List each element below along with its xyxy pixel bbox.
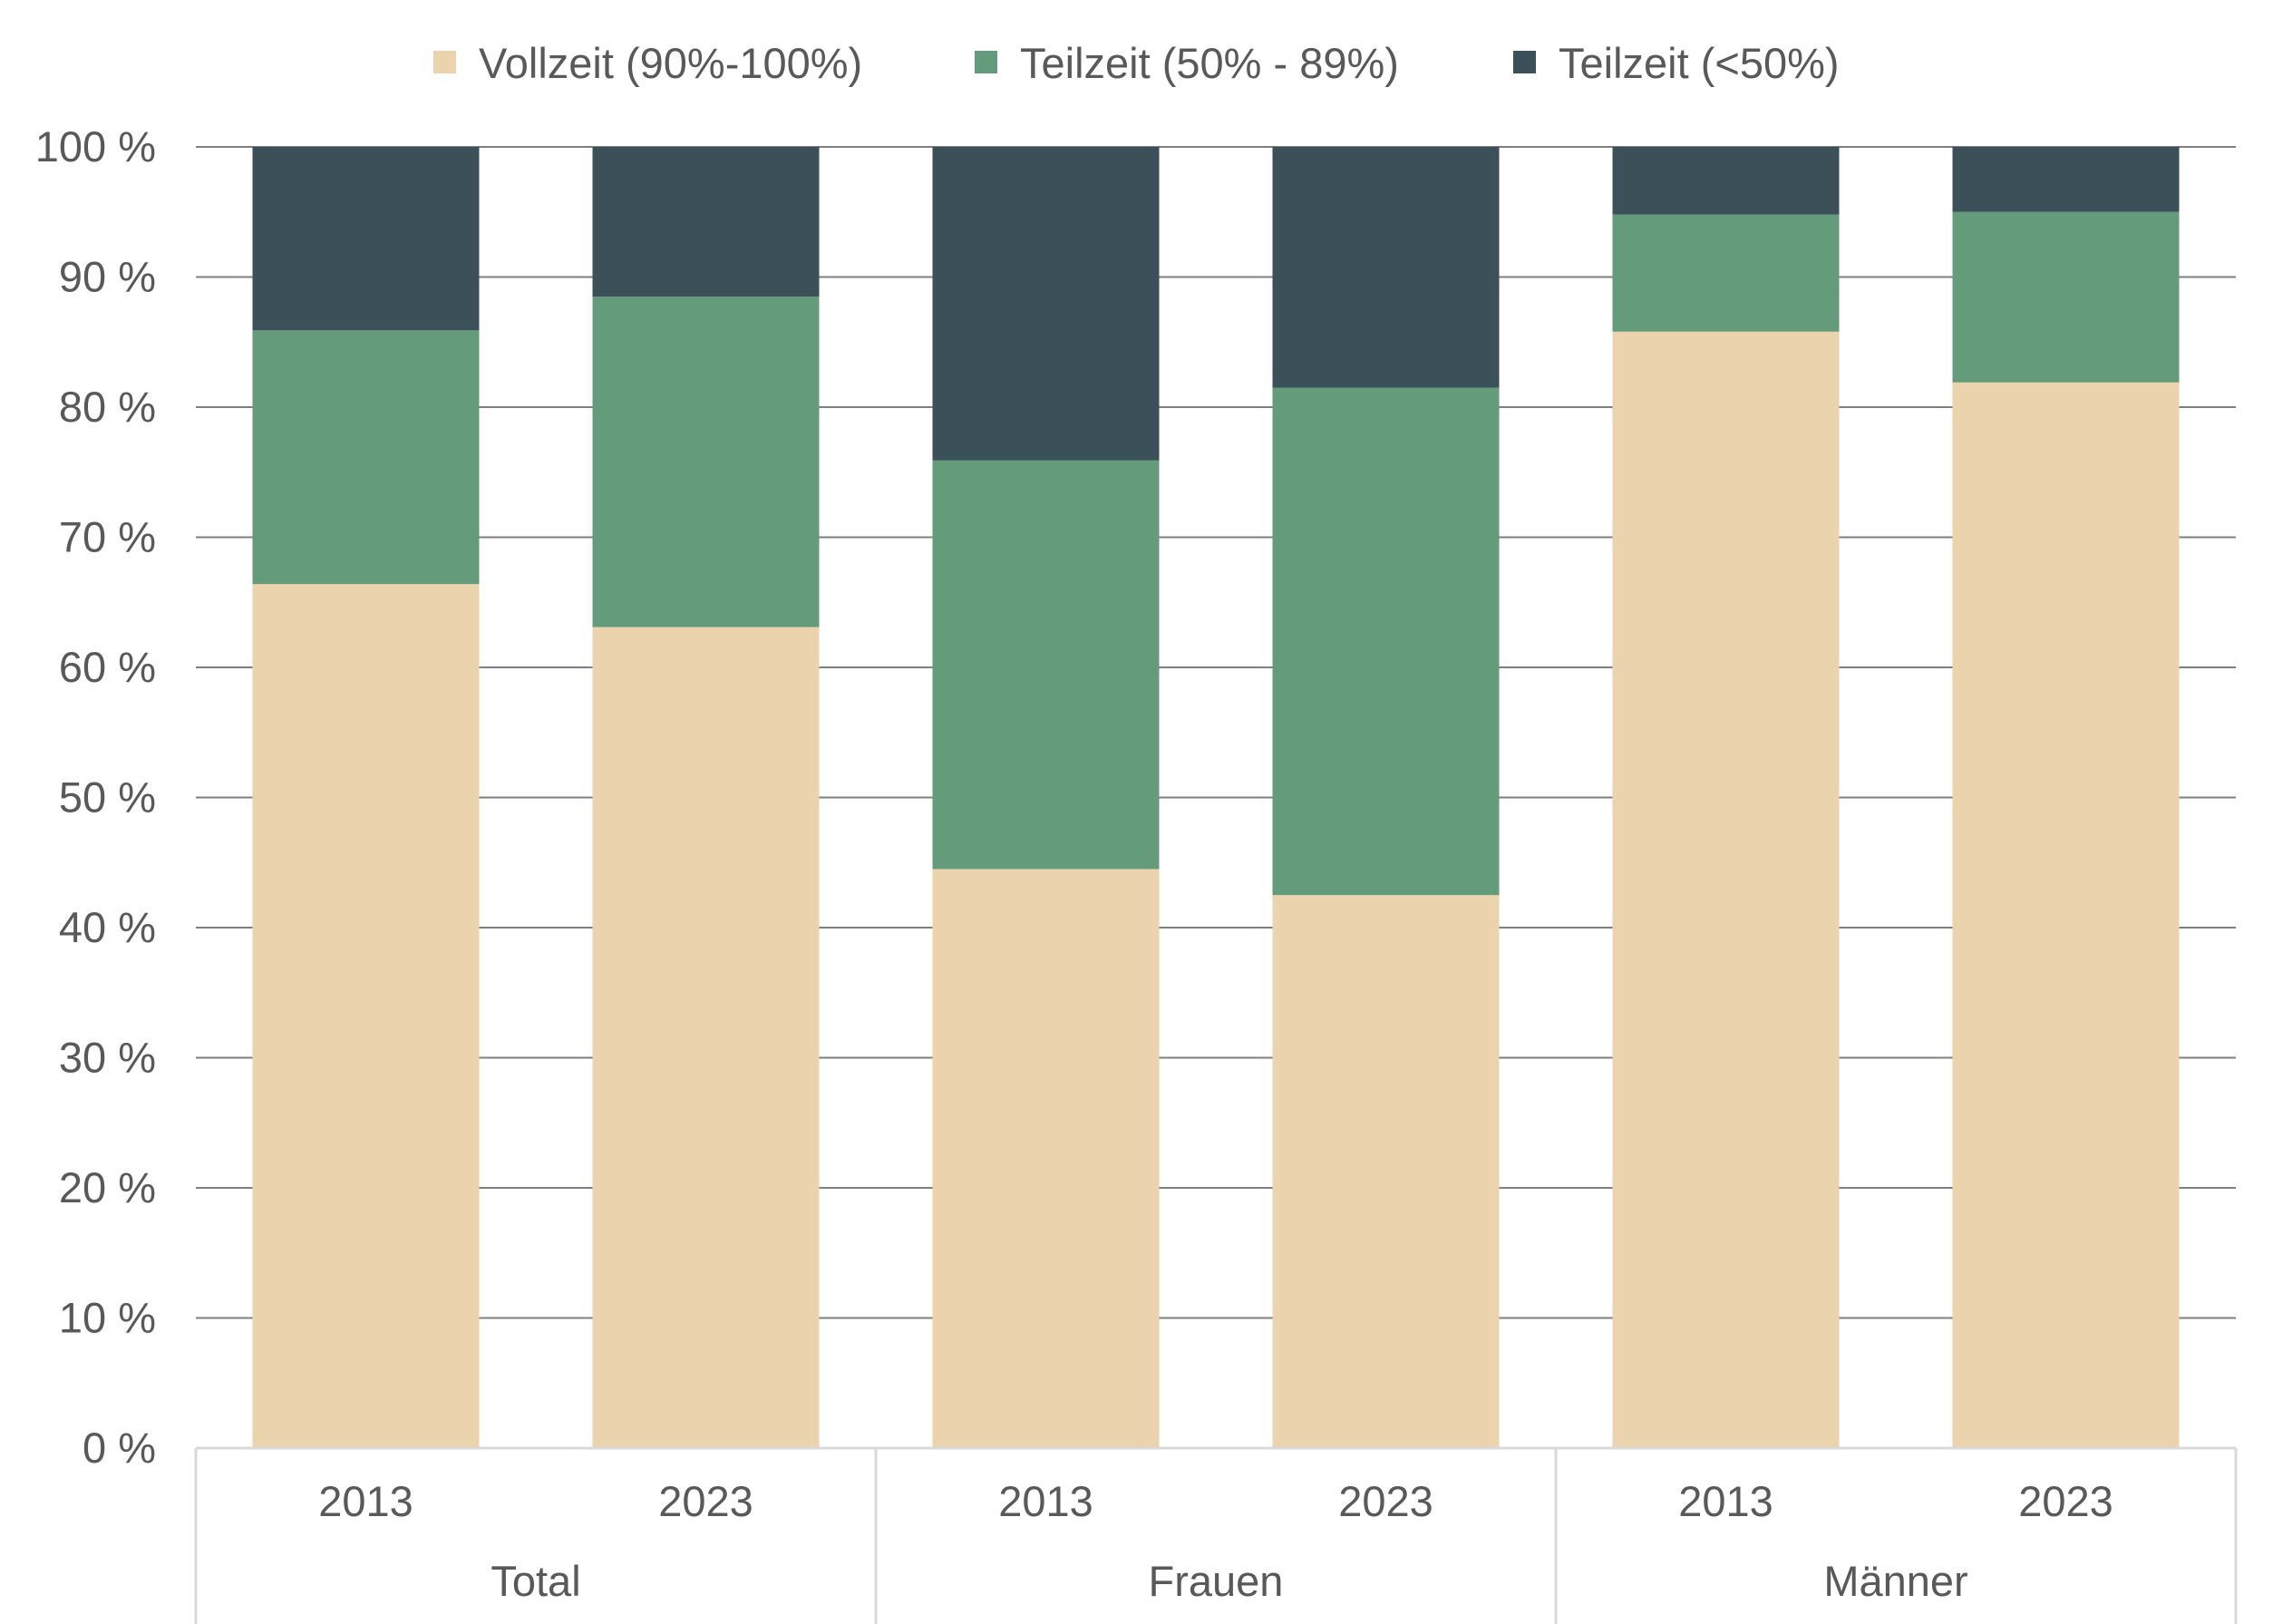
x-tick-label: 2013: [1678, 1477, 1773, 1525]
bar-segment: [1272, 895, 1500, 1448]
y-axis: 0 % 10 % 20 % 30 % 40 % 50 % 60 % 70 % 80 % 90 % 1…: [35, 122, 156, 1472]
legend-label: Vollzeit (90%-100%): [479, 39, 862, 87]
legend-swatch: [975, 51, 997, 73]
y-tick-label: 40 %: [59, 903, 156, 951]
bar-segment: [1952, 382, 2180, 1448]
y-tick-label: 30 %: [59, 1034, 156, 1082]
bar-segment: [252, 147, 480, 331]
bar-segment: [1952, 211, 2180, 383]
bar-segment: [1272, 387, 1500, 896]
x-axis: 2013 2023 2013 2023 2013 2023 Total Frauen Männe…: [194, 1446, 2238, 1624]
y-tick-label: 20 %: [59, 1163, 156, 1211]
y-tick-label: 100 %: [35, 122, 156, 170]
legend-swatch: [433, 51, 456, 73]
legend-label: Teilzeit (<50%): [1559, 39, 1840, 87]
x-tick-label: 2013: [318, 1477, 413, 1525]
bar-segment: [932, 869, 1160, 1448]
y-tick-label: 80 %: [59, 383, 156, 431]
group-label: Total: [491, 1557, 580, 1605]
bar-segment: [592, 297, 820, 627]
x-tick-label: 2023: [658, 1477, 753, 1525]
x-tick-label: 2013: [998, 1477, 1093, 1525]
group-label: Frauen: [1149, 1557, 1284, 1605]
x-tick-label: 2023: [2018, 1477, 2113, 1525]
y-tick-label: 10 %: [59, 1294, 156, 1342]
bar-segment: [1612, 147, 1840, 215]
group-label: Männer: [1823, 1557, 1967, 1605]
gridlines: [196, 146, 2236, 1319]
bar-segment: [932, 147, 1160, 461]
legend-swatch: [1513, 51, 1536, 73]
y-tick-label: 50 %: [59, 773, 156, 822]
y-tick-label: 0 %: [83, 1424, 156, 1472]
bar-segment: [1612, 331, 1840, 1448]
bar-segment: [252, 330, 480, 585]
bar-segment: [932, 460, 1160, 870]
legend: Vollzeit (90%-100%) Teilzeit (50% - 89%) T…: [433, 39, 1840, 87]
bar-segment: [1272, 147, 1500, 388]
legend-label: Teilzeit (50% - 89%): [1020, 39, 1399, 87]
x-tick-label: 2023: [1338, 1477, 1433, 1525]
bars: [252, 147, 2180, 1448]
y-tick-label: 90 %: [59, 253, 156, 301]
bar-segment: [1952, 147, 2180, 212]
bar-segment: [1612, 214, 1840, 332]
bar-segment: [592, 627, 820, 1448]
bar-segment: [252, 584, 480, 1448]
y-tick-label: 70 %: [59, 513, 156, 561]
y-tick-label: 60 %: [59, 643, 156, 691]
bar-segment: [592, 147, 820, 297]
